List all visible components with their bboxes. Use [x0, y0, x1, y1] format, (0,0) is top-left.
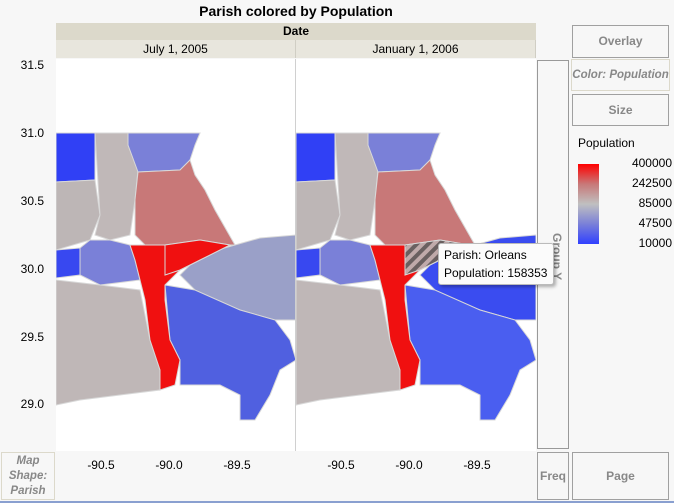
map-shape-drop-zone[interactable]: Map Shape: Parish: [1, 452, 55, 500]
x-tick: -90.0: [155, 458, 183, 472]
column-header-jan-2006: January 1, 2006: [296, 40, 536, 58]
tooltip-population: Population: 158353: [444, 266, 548, 280]
color-drop-zone[interactable]: Color: Population: [571, 59, 670, 91]
x-tick: -89.5: [463, 458, 491, 472]
y-tick: 29.5: [20, 330, 44, 344]
parish-nw-2006[interactable]: [295, 132, 336, 183]
column-header-july-2005: July 1, 2005: [56, 40, 296, 58]
y-tick: 30.0: [20, 262, 44, 276]
parish-small-blue-2006[interactable]: [295, 247, 321, 279]
legend-label: 400000: [631, 156, 672, 170]
legend-label: 10000: [638, 236, 672, 250]
parish-plaquemines-2006[interactable]: [404, 284, 537, 421]
overlay-button[interactable]: Overlay: [572, 25, 669, 58]
tooltip-parish: Parish: Orleans: [444, 248, 527, 262]
x-tick: -89.5: [223, 458, 251, 472]
parish-west-gray-2005[interactable]: [55, 179, 101, 251]
legend-color-bar: [578, 164, 599, 244]
map-svg: [55, 59, 537, 451]
x-tick: -90.5: [87, 458, 115, 472]
y-tick: 31.0: [20, 126, 44, 140]
parish-st-tammany-2006[interactable]: [374, 159, 476, 246]
legend-label: 242500: [631, 176, 672, 190]
x-tick: -90.5: [327, 458, 355, 472]
hover-tooltip: Parish: Orleans Population: 158353: [438, 243, 554, 285]
group-x-header[interactable]: Date: [56, 23, 536, 40]
y-tick: 30.5: [20, 194, 44, 208]
x-tick: -90.0: [395, 458, 423, 472]
parish-orleans-2005[interactable]: [164, 239, 232, 276]
size-button[interactable]: Size: [572, 94, 669, 126]
bottom-border: [0, 501, 674, 503]
legend-label: 85000: [638, 196, 672, 210]
legend-title: Population: [578, 136, 635, 150]
parish-plaquemines-2005[interactable]: [164, 284, 297, 421]
parish-nw-2005[interactable]: [55, 132, 96, 183]
y-tick: 31.5: [20, 58, 44, 72]
y-tick: 29.0: [20, 397, 44, 411]
chart-title: Parish colored by Population: [199, 3, 393, 19]
page-button[interactable]: Page: [572, 452, 669, 500]
parish-st-tammany-2005[interactable]: [134, 159, 236, 246]
legend-label: 47500: [638, 216, 672, 230]
freq-button[interactable]: Freq: [537, 452, 569, 500]
parish-small-blue-2005[interactable]: [55, 247, 81, 279]
